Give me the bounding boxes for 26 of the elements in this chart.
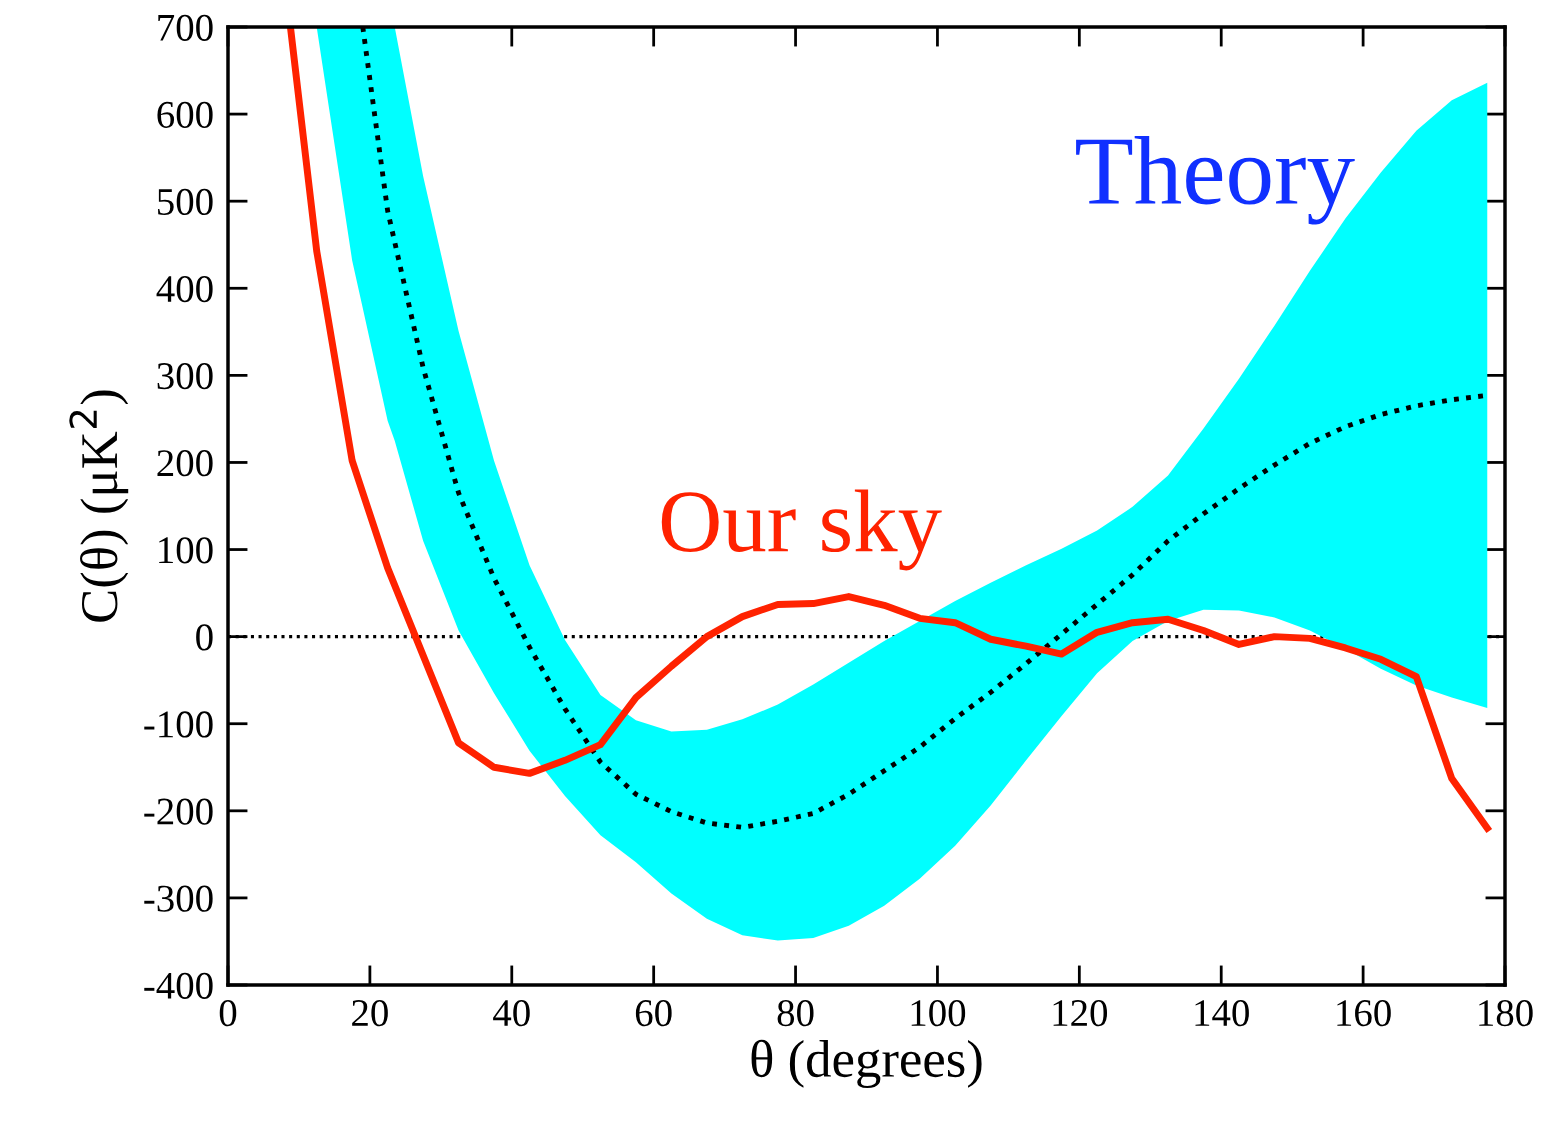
- y-tick-label: 500: [158, 188, 213, 216]
- y-tick-label: -400: [144, 972, 213, 999]
- y-tick-label: 400: [156, 275, 213, 303]
- y-tick-label: -200: [144, 798, 213, 825]
- x-tick-label: 120: [1053, 1000, 1108, 1027]
- legend-label: Theory: [1076, 136, 1355, 225]
- x-tick-label: 140: [1195, 1000, 1249, 1027]
- y-tick-label: 100: [159, 537, 213, 564]
- x-tick-label: 60: [635, 1000, 672, 1027]
- y-tick-label: 600: [157, 101, 213, 128]
- x-tick-label: 180: [1479, 1000, 1533, 1027]
- x-tick-label: 40: [493, 1000, 530, 1027]
- y-tick-label: -300: [144, 885, 213, 912]
- y-tick-label: 0: [196, 624, 213, 651]
- series-label: Our sky: [661, 489, 942, 571]
- x-tick-label: 160: [1337, 1000, 1391, 1027]
- y-tick-label: 300: [157, 363, 213, 390]
- y-tick-label: 700: [158, 14, 213, 41]
- x-axis-title: θ (degrees): [751, 1039, 982, 1088]
- x-tick-label: 100: [911, 1000, 966, 1027]
- x-tick-label: 20: [352, 1000, 388, 1027]
- x-tick-label: 80: [777, 1000, 814, 1027]
- x-tick-label: 0: [219, 1000, 237, 1027]
- y-tick-label: 200: [157, 450, 213, 477]
- y-axis-title: C(θ) (μK$^{2}$): [69, 390, 129, 622]
- y-tick-label: -100: [144, 711, 213, 738]
